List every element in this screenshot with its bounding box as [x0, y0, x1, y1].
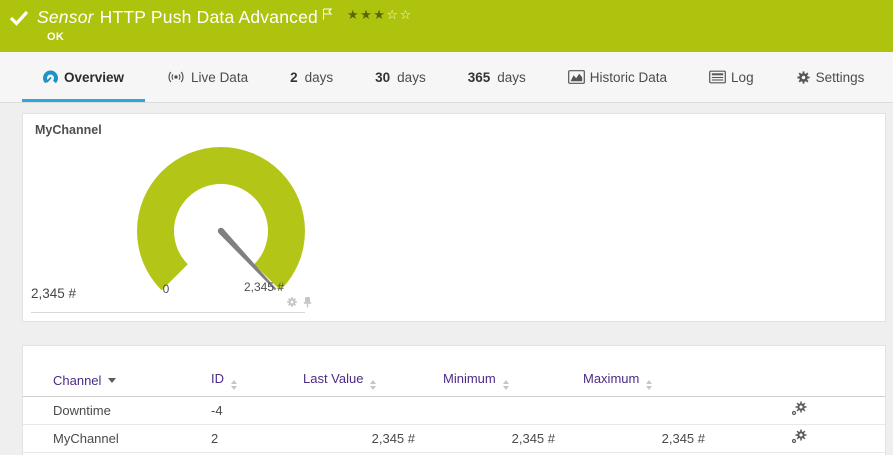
sort-desc-icon	[108, 378, 117, 384]
page-title: Sensor HTTP Push Data Advanced	[37, 7, 318, 28]
column-header-channel[interactable]: Channel	[23, 366, 183, 397]
last-value-cell	[303, 396, 443, 425]
gauge-chart	[137, 147, 305, 291]
column-header-minimum[interactable]: Minimum	[443, 366, 583, 397]
channel-name-cell[interactable]: MyChannel	[23, 424, 183, 453]
tab-unit: days	[397, 69, 426, 85]
status-badge: OK	[47, 31, 65, 43]
tab-label: Settings	[815, 69, 865, 85]
gear-icon	[796, 70, 810, 84]
priority-stars-filled: ★★★	[346, 6, 387, 22]
broadcast-icon	[168, 71, 184, 83]
tab-overview[interactable]: Overview	[42, 52, 124, 102]
channel-name-cell[interactable]: Downtime	[23, 396, 183, 425]
column-header-maximum[interactable]: Maximum	[583, 366, 733, 397]
column-header-actions	[733, 366, 885, 397]
tab-settings[interactable]: Settings	[796, 52, 865, 102]
channel-table: Channel ID Last Value Minimum Maximum	[23, 366, 885, 453]
tab-30-days[interactable]: 30 days	[375, 52, 426, 102]
gauge-needle	[218, 228, 277, 291]
sort-icon	[502, 380, 509, 391]
sort-icon	[646, 380, 653, 391]
tab-label: Overview	[64, 69, 125, 85]
channel-settings-gears-icon[interactable]	[791, 401, 807, 416]
tab-unit: days	[497, 69, 526, 85]
minimum-cell	[443, 396, 583, 425]
gauge-current-value: 2,345 #	[31, 286, 77, 301]
table-header-row: Channel ID Last Value Minimum Maximum	[23, 366, 885, 397]
sensor-type-label: Sensor	[37, 7, 94, 27]
tab-unit: days	[304, 69, 334, 85]
gauge-divider	[31, 312, 305, 313]
sort-icon	[231, 380, 237, 391]
ok-check-icon	[9, 10, 29, 26]
flag-icon[interactable]	[322, 7, 333, 20]
tab-365-days[interactable]: 365 days	[468, 52, 526, 102]
tab-number: 365	[467, 69, 491, 85]
tab-log[interactable]: Log	[709, 52, 754, 102]
tab-live-data[interactable]: Live Data	[166, 52, 248, 102]
sensor-header: Sensor HTTP Push Data Advanced ★★★☆☆ OK	[0, 0, 893, 52]
gauge-scale-min: 0	[162, 282, 170, 296]
table-row: MyChannel 2 2,345 # 2,345 # 2,345 #	[23, 424, 885, 453]
column-header-last-value[interactable]: Last Value	[303, 366, 443, 397]
tab-2-days[interactable]: 2 days	[290, 52, 333, 102]
active-tab-underline	[22, 99, 145, 102]
gauge-scale-max: 2,345 #	[243, 280, 284, 294]
pin-icon[interactable]	[302, 296, 313, 308]
gauge-channel-title: MyChannel	[35, 123, 102, 137]
channel-table-panel: Channel ID Last Value Minimum Maximum	[22, 345, 886, 455]
channel-settings-gears-icon[interactable]	[791, 429, 807, 444]
tab-bar: Overview Live Data 2 days 30 days 365 da…	[0, 52, 893, 103]
area-chart-icon	[567, 70, 585, 84]
gauge-icon	[43, 69, 58, 83]
id-cell: 2	[183, 424, 303, 453]
sort-icon	[370, 380, 377, 391]
tab-number: 2	[290, 69, 298, 85]
priority-stars[interactable]: ★★★☆☆	[347, 7, 413, 23]
gauge-panel: MyChannel 0 2,345 # 2,345 #	[22, 113, 886, 322]
tab-historic-data[interactable]: Historic Data	[567, 52, 668, 102]
sensor-name: HTTP Push Data Advanced	[99, 7, 318, 27]
column-header-id[interactable]: ID	[183, 366, 303, 397]
maximum-cell: 2,345 #	[583, 424, 733, 453]
tab-label: Historic Data	[589, 69, 668, 85]
id-cell: -4	[183, 396, 303, 425]
log-icon	[709, 70, 726, 84]
gauge-settings-gear-icon[interactable]	[286, 296, 298, 308]
tab-label: Log	[731, 69, 754, 85]
priority-stars-empty: ☆☆	[386, 6, 413, 22]
minimum-cell: 2,345 #	[443, 424, 583, 453]
maximum-cell	[583, 396, 733, 425]
tab-number: 30	[375, 69, 391, 85]
table-row: Downtime -4	[23, 396, 885, 425]
tab-label: Live Data	[191, 69, 249, 85]
main-content: MyChannel 0 2,345 # 2,345 #	[0, 103, 893, 455]
last-value-cell: 2,345 #	[303, 424, 443, 453]
